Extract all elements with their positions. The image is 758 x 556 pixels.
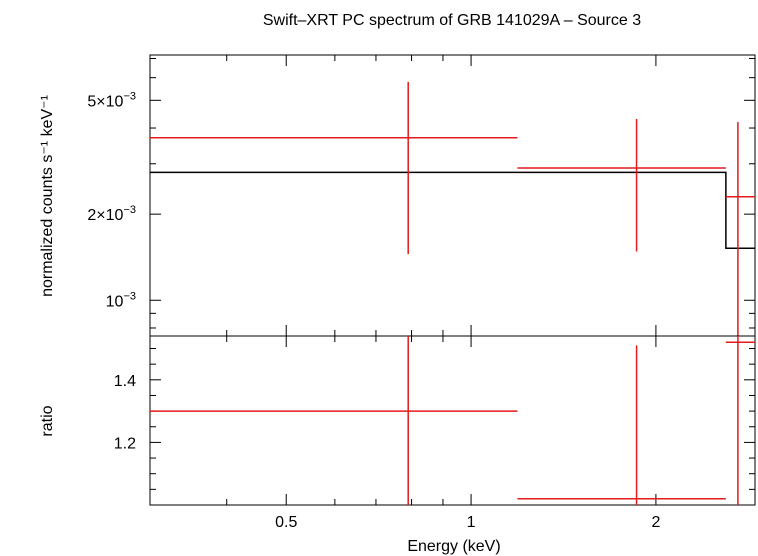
energy-x-axis-label: Energy (keV) — [407, 538, 500, 555]
ratio-data-point — [150, 336, 518, 505]
spectrum-plot-frame — [149, 54, 756, 337]
y-tick-label-exponent: −3 — [123, 204, 136, 216]
spectrum-data-point — [725, 121, 755, 336]
x-tick-label: 1 — [467, 514, 476, 531]
spectrum-data-point — [150, 81, 518, 255]
ratio-data-point — [517, 345, 726, 505]
y-tick-label-exponent: −3 — [123, 290, 136, 302]
y-tick-label-base: 2×10 — [87, 207, 123, 224]
ratio-panel: 0.5 1 2 1.2 1.4 — [114, 335, 756, 531]
chart-title: Swift–XRT PC spectrum of GRB 141029A – S… — [263, 12, 641, 29]
y-tick-label-exponent: −3 — [123, 90, 136, 102]
model-step-line — [150, 171, 755, 249]
spectrum-panel: 5×10−32×10−310−3 — [87, 54, 756, 337]
spectrum-data-point — [517, 119, 726, 252]
y-tick-label: 1.2 — [114, 435, 136, 452]
y-tick-label: 10−3 — [106, 290, 136, 310]
y-tick-label-base: 10 — [106, 293, 124, 310]
x-tick-label: 0.5 — [275, 514, 297, 531]
ratio-data-point — [725, 336, 755, 505]
y-tick-label: 5×10−3 — [87, 90, 136, 110]
y-tick-label: 1.4 — [114, 373, 136, 390]
y-tick-label-base: 5×10 — [87, 93, 123, 110]
ratio-y-axis-label: ratio — [39, 405, 56, 436]
spectrum-y-axis-label: normalized counts s⁻¹ keV⁻¹ — [39, 95, 56, 297]
y-tick-label: 2×10−3 — [87, 204, 136, 224]
x-tick-label: 2 — [651, 514, 660, 531]
ratio-plot-frame — [149, 335, 756, 506]
